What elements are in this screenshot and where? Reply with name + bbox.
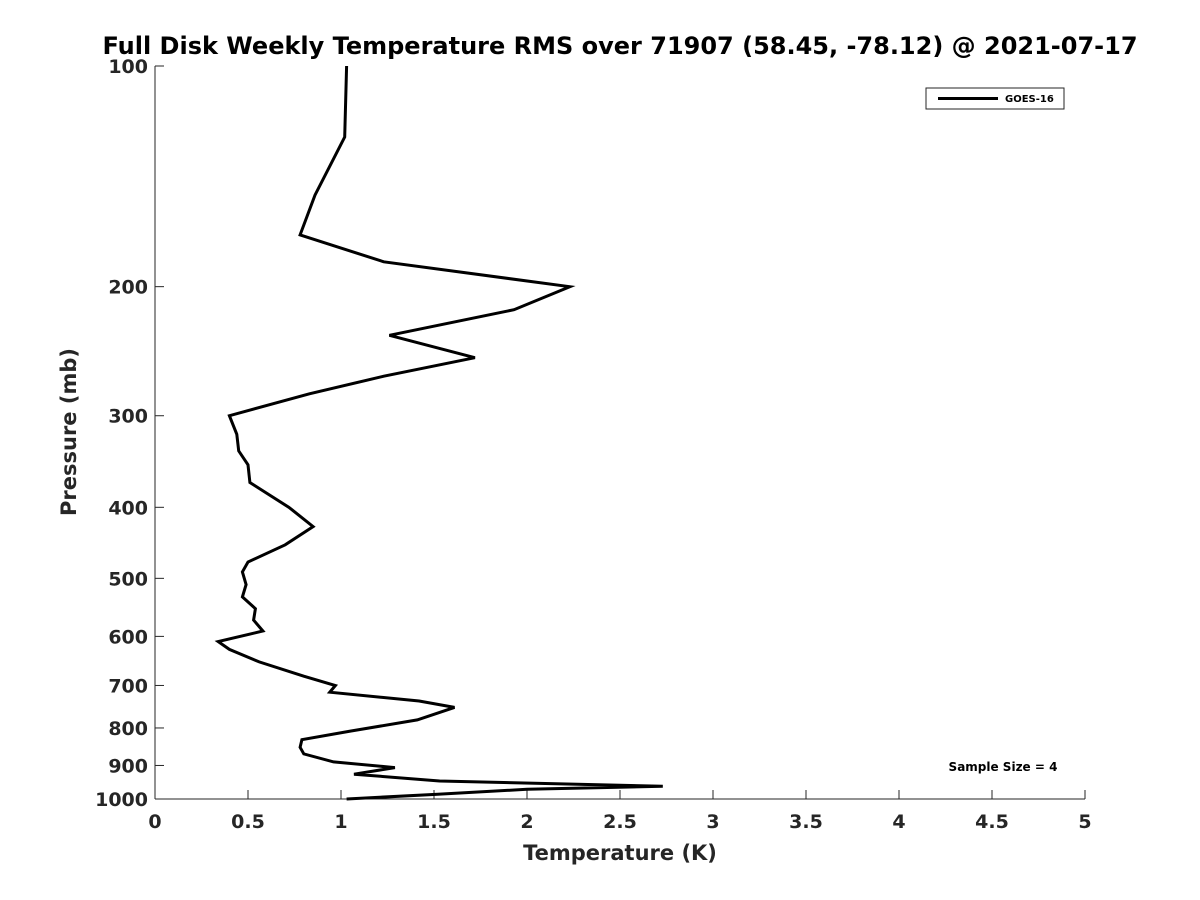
y-tick-label: 900 — [108, 755, 148, 777]
x-tick-label: 1.5 — [417, 811, 451, 833]
y-tick-label: 600 — [108, 626, 148, 648]
x-tick-label: 2 — [520, 811, 533, 833]
series-line-goes-16 — [214, 65, 663, 801]
x-tick-label: 4.5 — [975, 811, 1009, 833]
x-axis-ticks: 0 0.5 1 1.5 2 2.5 3 3.5 4 4.5 5 — [148, 790, 1092, 833]
x-tick-label: 1 — [334, 811, 347, 833]
series-lines — [214, 65, 663, 801]
y-axis-label: Pressure (mb) — [57, 348, 81, 516]
plot-axes — [154, 66, 1085, 800]
y-tick-label: 500 — [108, 568, 148, 590]
x-tick-label: 3 — [706, 811, 719, 833]
sample-size-annotation: Sample Size = 4 — [949, 760, 1058, 774]
x-tick-label: 3.5 — [789, 811, 823, 833]
y-tick-label: 400 — [108, 497, 148, 519]
y-tick-label: 700 — [108, 675, 148, 697]
legend-label-goes-16: GOES-16 — [1005, 94, 1054, 105]
x-axis-label: Temperature (K) — [523, 841, 717, 865]
x-tick-label: 2.5 — [603, 811, 637, 833]
y-tick-label: 1000 — [95, 789, 148, 811]
x-tick-label: 0 — [148, 811, 161, 833]
y-axis-ticks: 100 200 300 400 500 600 700 800 900 1000 — [95, 56, 164, 811]
chart-title: Full Disk Weekly Temperature RMS over 71… — [102, 32, 1137, 60]
y-tick-label: 300 — [108, 406, 148, 428]
y-tick-label: 800 — [108, 718, 148, 740]
x-tick-label: 4 — [892, 811, 905, 833]
y-tick-label: 100 — [108, 56, 148, 78]
x-tick-label: 5 — [1078, 811, 1091, 833]
y-tick-label: 200 — [108, 277, 148, 299]
legend: GOES-16 — [925, 87, 1065, 110]
x-tick-label: 0.5 — [231, 811, 265, 833]
